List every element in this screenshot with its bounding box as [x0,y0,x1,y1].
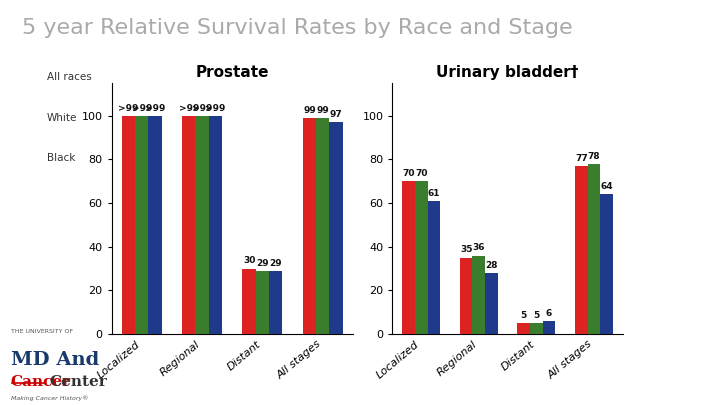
Text: 99: 99 [316,106,329,115]
Text: Center: Center [49,375,107,389]
Text: 70: 70 [402,169,415,178]
Text: 5: 5 [534,311,539,320]
Bar [530,323,543,334]
Text: 29: 29 [269,258,282,268]
Bar [415,181,428,334]
Text: >99: >99 [179,104,199,113]
Text: Cancer: Cancer [11,375,71,389]
Text: All races: All races [47,72,91,82]
Bar [243,269,256,334]
Text: >99: >99 [145,104,165,113]
Bar [329,122,343,334]
Text: THE UNIVERSITY OF: THE UNIVERSITY OF [11,329,73,334]
Text: 6: 6 [546,309,552,318]
Text: 29: 29 [256,258,269,268]
Bar [122,116,135,334]
Text: 77: 77 [575,154,588,163]
Text: 35: 35 [460,245,472,254]
Title: Urinary bladder†: Urinary bladder† [436,66,579,81]
Text: MD And: MD And [11,351,99,369]
Bar [195,116,209,334]
Text: 30: 30 [243,256,256,265]
Bar [588,164,600,334]
Bar [402,181,415,334]
Text: 61: 61 [428,189,440,198]
Text: White: White [47,113,77,123]
Bar [460,258,472,334]
Text: 5 year Relative Survival Rates by Race and Stage: 5 year Relative Survival Rates by Race a… [22,18,572,38]
Bar [269,271,282,334]
Text: Black: Black [47,153,75,163]
Text: 97: 97 [330,110,342,119]
Bar [135,116,148,334]
Bar [543,321,555,334]
Bar [518,323,530,334]
Text: 28: 28 [485,261,498,270]
Text: 36: 36 [472,243,485,252]
Bar [148,116,162,334]
Text: Making Cancer History®: Making Cancer History® [11,395,89,401]
Bar [256,271,269,334]
Text: >99: >99 [118,104,139,113]
Bar [209,116,222,334]
Text: 70: 70 [415,169,428,178]
Bar [575,166,588,334]
Text: 5: 5 [521,311,527,320]
Text: 64: 64 [600,182,613,191]
Bar [302,118,316,334]
Bar [472,256,485,334]
Text: 99: 99 [303,106,316,115]
Text: >99: >99 [132,104,152,113]
Bar [182,116,195,334]
Bar [600,194,613,334]
Text: >99: >99 [205,104,225,113]
Bar [485,273,498,334]
Text: >99: >99 [192,104,212,113]
Bar [428,201,440,334]
Text: 78: 78 [588,151,600,160]
Title: Prostate: Prostate [195,66,269,81]
Bar [316,118,329,334]
